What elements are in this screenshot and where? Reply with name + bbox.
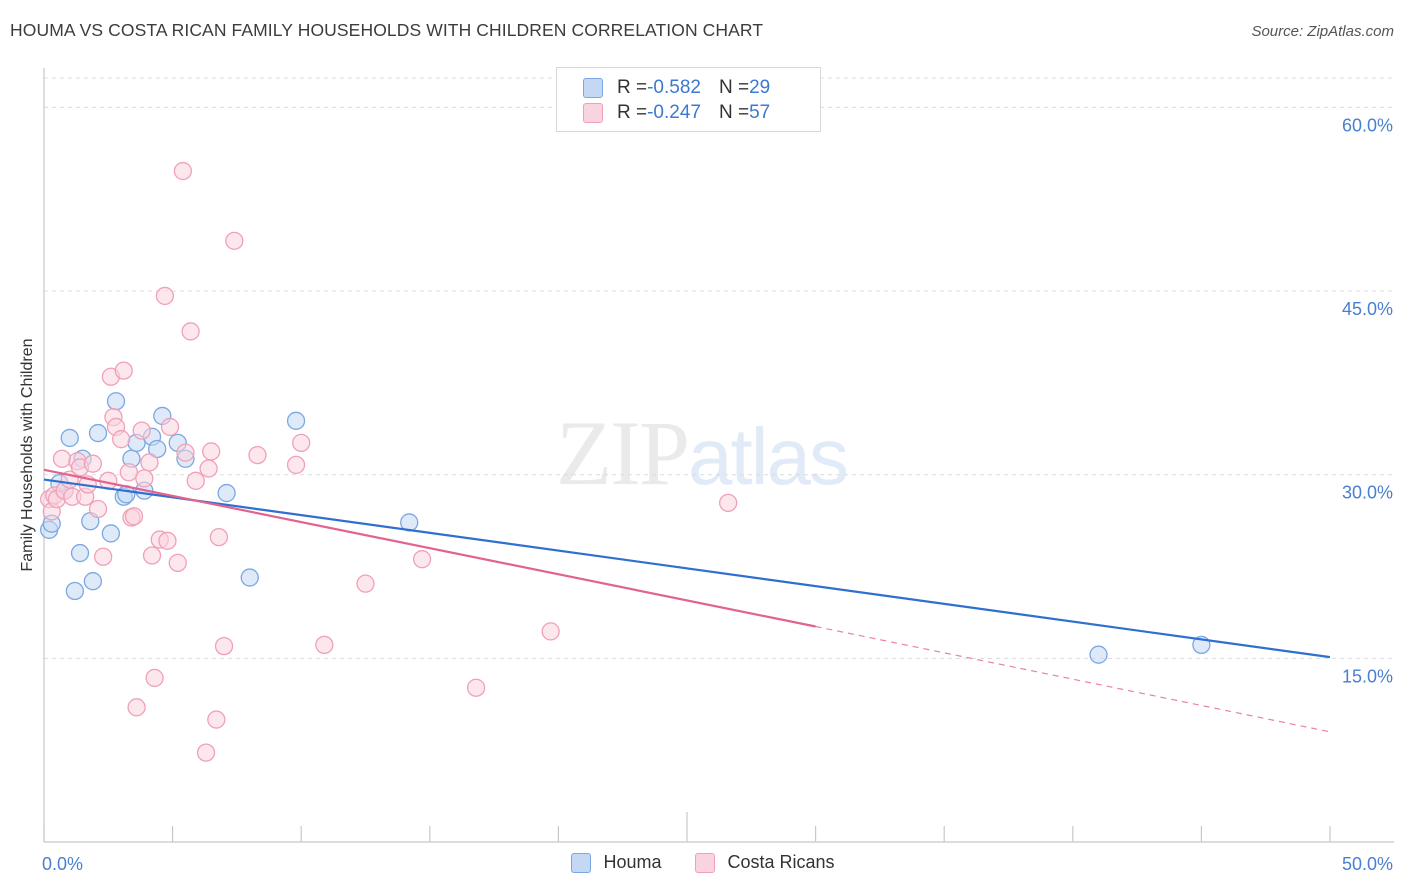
data-point-houma[interactable] bbox=[90, 425, 107, 442]
data-point-costa-ricans[interactable] bbox=[210, 529, 227, 546]
data-point-costa-ricans[interactable] bbox=[414, 551, 431, 568]
data-point-costa-ricans[interactable] bbox=[198, 744, 215, 761]
data-point-houma[interactable] bbox=[241, 569, 258, 586]
y-tick-label: 60.0% bbox=[1342, 115, 1393, 135]
y-tick-label: 45.0% bbox=[1342, 299, 1393, 319]
data-point-houma[interactable] bbox=[218, 485, 235, 502]
data-point-costa-ricans[interactable] bbox=[126, 508, 143, 525]
data-point-houma[interactable] bbox=[1090, 646, 1107, 663]
legend-r-label: R = bbox=[617, 102, 647, 124]
data-point-houma[interactable] bbox=[108, 393, 125, 410]
data-point-costa-ricans[interactable] bbox=[187, 472, 204, 489]
legend-n-label: N = bbox=[719, 102, 749, 124]
data-point-houma[interactable] bbox=[102, 525, 119, 542]
trend-line-extrapolated-costa-ricans bbox=[816, 627, 1330, 732]
data-point-costa-ricans[interactable] bbox=[316, 636, 333, 653]
legend-n-label: N = bbox=[719, 77, 749, 99]
data-point-costa-ricans[interactable] bbox=[144, 547, 161, 564]
data-point-costa-ricans[interactable] bbox=[542, 623, 559, 640]
data-point-houma[interactable] bbox=[84, 573, 101, 590]
data-point-houma[interactable] bbox=[72, 545, 89, 562]
legend-r-value-houma: -0.582 bbox=[647, 77, 701, 99]
data-point-costa-ricans[interactable] bbox=[133, 422, 150, 439]
legend-swatch-costa-ricans bbox=[695, 853, 715, 873]
data-point-costa-ricans[interactable] bbox=[293, 434, 310, 451]
data-point-costa-ricans[interactable] bbox=[128, 699, 145, 716]
data-point-costa-ricans[interactable] bbox=[226, 232, 243, 249]
data-point-costa-ricans[interactable] bbox=[169, 554, 186, 571]
data-point-costa-ricans[interactable] bbox=[162, 418, 179, 435]
legend-item-costa-ricans[interactable]: Costa Ricans bbox=[695, 852, 834, 873]
data-point-houma[interactable] bbox=[288, 412, 305, 429]
legend-row-houma: R = -0.582 N = 29 bbox=[583, 77, 770, 99]
legend-swatch-houma bbox=[583, 78, 603, 98]
legend-swatch-costa-ricans bbox=[583, 103, 603, 123]
data-point-houma[interactable] bbox=[66, 583, 83, 600]
data-point-costa-ricans[interactable] bbox=[141, 454, 158, 471]
legend-stats: R = -0.582 N = 29 R = -0.247 N = 57 bbox=[556, 67, 821, 132]
data-point-costa-ricans[interactable] bbox=[357, 575, 374, 592]
data-point-costa-ricans[interactable] bbox=[156, 287, 173, 304]
data-point-costa-ricans[interactable] bbox=[182, 323, 199, 340]
legend-label-houma: Houma bbox=[603, 852, 661, 873]
data-point-costa-ricans[interactable] bbox=[146, 669, 163, 686]
legend-swatch-houma bbox=[571, 853, 591, 873]
legend-row-costa-ricans: R = -0.247 N = 57 bbox=[583, 102, 770, 124]
legend-r-value-costa-ricans: -0.247 bbox=[647, 102, 701, 124]
y-tick-label: 15.0% bbox=[1342, 666, 1393, 686]
data-point-costa-ricans[interactable] bbox=[113, 431, 130, 448]
data-point-costa-ricans[interactable] bbox=[200, 460, 217, 477]
legend-n-value-houma: 29 bbox=[749, 77, 770, 99]
data-point-costa-ricans[interactable] bbox=[249, 447, 266, 464]
data-point-costa-ricans[interactable] bbox=[120, 464, 137, 481]
data-point-costa-ricans[interactable] bbox=[90, 500, 107, 517]
data-point-costa-ricans[interactable] bbox=[136, 470, 153, 487]
legend-label-costa-ricans: Costa Ricans bbox=[727, 852, 834, 873]
data-point-costa-ricans[interactable] bbox=[288, 456, 305, 473]
data-point-costa-ricans[interactable] bbox=[468, 679, 485, 696]
scatter-chart: 15.0%30.0%45.0%60.0%0.0% 50.0% bbox=[0, 0, 1406, 892]
data-point-costa-ricans[interactable] bbox=[115, 362, 132, 379]
data-point-costa-ricans[interactable] bbox=[203, 443, 220, 460]
legend-n-value-costa-ricans: 57 bbox=[749, 102, 770, 124]
data-point-costa-ricans[interactable] bbox=[720, 494, 737, 511]
data-point-costa-ricans[interactable] bbox=[54, 450, 71, 467]
data-point-costa-ricans[interactable] bbox=[216, 638, 233, 655]
y-tick-label: 30.0% bbox=[1342, 483, 1393, 503]
data-point-costa-ricans[interactable] bbox=[177, 444, 194, 461]
data-point-costa-ricans[interactable] bbox=[95, 548, 112, 565]
trend-line-houma bbox=[44, 480, 1330, 658]
data-point-houma[interactable] bbox=[61, 429, 78, 446]
data-point-costa-ricans[interactable] bbox=[159, 532, 176, 549]
data-point-costa-ricans[interactable] bbox=[208, 711, 225, 728]
data-point-costa-ricans[interactable] bbox=[84, 455, 101, 472]
data-point-costa-ricans[interactable] bbox=[174, 163, 191, 180]
legend-r-label: R = bbox=[617, 77, 647, 99]
legend-series: Houma Costa Ricans bbox=[0, 852, 1406, 873]
legend-item-houma[interactable]: Houma bbox=[571, 852, 661, 873]
